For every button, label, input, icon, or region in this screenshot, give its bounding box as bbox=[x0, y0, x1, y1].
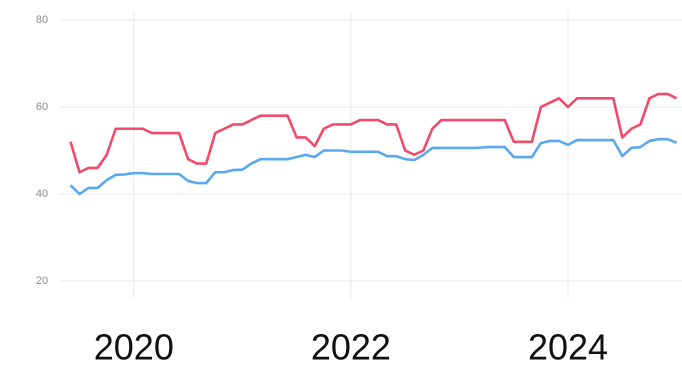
series-line bbox=[69, 137, 678, 196]
y-tick-label: 20 bbox=[36, 275, 48, 287]
x-tick-label: 2022 bbox=[311, 327, 391, 365]
x-tick-label: 2024 bbox=[528, 327, 608, 365]
series-line bbox=[69, 92, 678, 174]
y-tick-label: 80 bbox=[36, 14, 48, 26]
y-tick-label: 60 bbox=[36, 101, 48, 113]
x-tick-label: 2020 bbox=[94, 327, 174, 365]
y-tick-label: 40 bbox=[36, 188, 48, 200]
